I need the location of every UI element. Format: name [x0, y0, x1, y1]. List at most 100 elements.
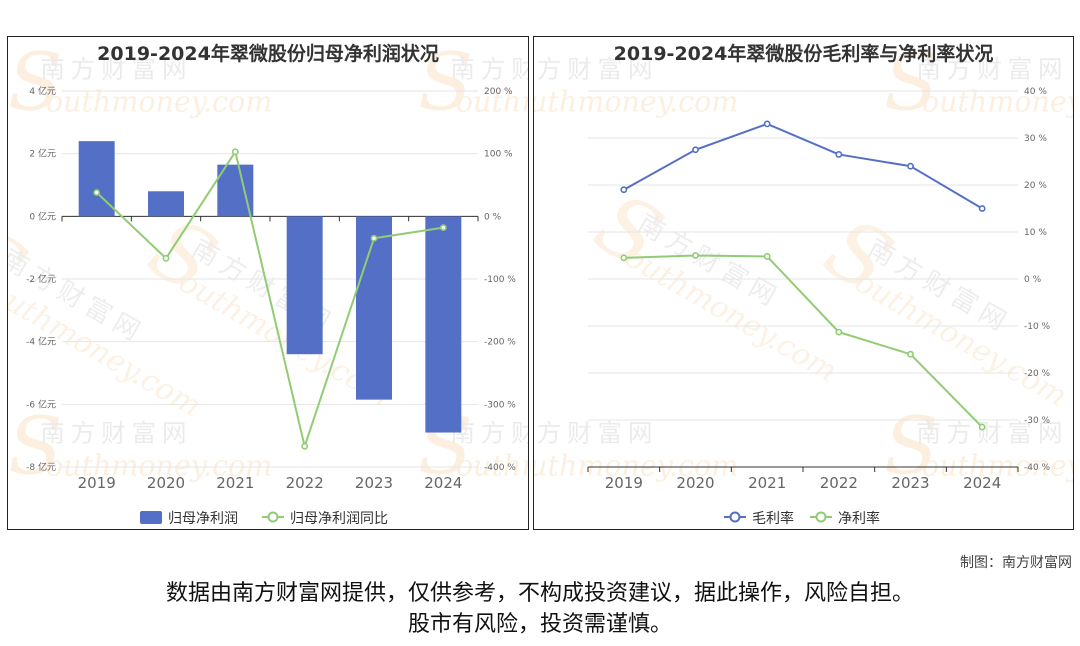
- y-right-tick-label: -10 %: [1024, 322, 1051, 332]
- watermark-s: S: [884, 400, 939, 493]
- y-right-tick-label: 10 %: [1024, 228, 1047, 238]
- disclaimer: 数据由南方财富网提供，仅供参考，不构成投资建议，据此操作，风险自担。 股市有风险…: [0, 578, 1080, 640]
- y-left-tick-label: -4 亿元: [26, 336, 56, 348]
- y-right-tick-label: -40 %: [1024, 463, 1051, 473]
- disclaimer-line-1: 数据由南方财富网提供，仅供参考，不构成投资建议，据此操作，风险自担。: [165, 581, 914, 606]
- watermark-s: S: [8, 37, 63, 129]
- net-margin-point: [763, 253, 771, 260]
- legend-bar-swatch: [140, 511, 162, 524]
- disclaimer-line-2: 股市有风险，投资需谨慎。: [407, 612, 672, 637]
- x-tick-label: 2021: [216, 474, 254, 492]
- watermark-cn: 南方财富网: [534, 54, 658, 83]
- gross-margin-line: [623, 122, 983, 210]
- bar: [217, 164, 254, 217]
- gross-margin-point: [620, 186, 628, 194]
- gross-margin-point: [692, 146, 699, 154]
- bar: [286, 216, 323, 355]
- y-right-tick-label: 30 %: [1024, 134, 1047, 144]
- yoy-point: [162, 254, 170, 262]
- net-profit-chart-panel: 2019-2024年翠微股份归母净利润状况 S 南方财富网 outhmoney.co…: [7, 36, 529, 530]
- watermark-en: outhmoney.com: [46, 450, 272, 483]
- yoy-point: [93, 189, 101, 196]
- legend-net-margin-label: 净利率: [838, 510, 880, 527]
- watermark-cn: 南方财富网: [534, 418, 658, 447]
- y-right-tick-label: 40 %: [1024, 87, 1047, 97]
- watermark-cn: 南方财富网: [40, 418, 192, 447]
- watermark-cn: 南方财富网: [916, 418, 1068, 447]
- x-tick-label: 2024: [963, 474, 1001, 492]
- net-margin-line: [623, 254, 983, 428]
- y-left-tick-label: -2 亿元: [26, 273, 56, 285]
- y-right-tick-label: -400 %: [484, 463, 516, 473]
- y-left-tick-label: -8 亿元: [26, 461, 56, 473]
- watermark-cn: 南方财富网: [450, 54, 528, 83]
- legend-line-label: 归母净利润同比: [290, 510, 388, 527]
- x-tick-label: 2021: [748, 474, 786, 492]
- watermark-s: S: [418, 37, 473, 129]
- y-left-tick-label: 0 亿元: [29, 210, 56, 222]
- x-tick-label: 2020: [147, 474, 185, 492]
- y-right-tick-label: 100 %: [484, 150, 513, 160]
- x-tick-label: 2022: [820, 474, 858, 492]
- margin-chart: S南方财富网outhmoney.comS南方财富网outhmoney.comS南…: [534, 37, 1073, 527]
- bar: [356, 216, 392, 400]
- net-profit-chart: S南方财富网outhmoney.comS南方财富网outhmoney.comS南…: [8, 37, 528, 527]
- yoy-point: [370, 234, 378, 242]
- yoy-line: [95, 149, 444, 450]
- watermark-cn: 南方财富网: [40, 54, 192, 83]
- net-margin-point: [835, 328, 843, 336]
- watermark-cn: 南方财富网: [916, 54, 1068, 83]
- watermark-s: S: [884, 37, 939, 129]
- y-right-tick-label: -300 %: [484, 400, 516, 410]
- legend-line-marker: [267, 511, 279, 523]
- watermark-en: outhmoney.com: [534, 86, 738, 119]
- gross-margin-point: [835, 151, 843, 158]
- legend-bar-label: 归母净利润: [168, 510, 238, 527]
- legend-gross-margin-marker: [729, 511, 741, 523]
- yoy-point: [231, 148, 239, 156]
- watermark-en: outhmoney.com: [456, 450, 528, 483]
- yoy-point: [301, 442, 309, 450]
- watermark-en: outhmoney.com: [922, 450, 1073, 483]
- x-tick-label: 2024: [424, 474, 462, 492]
- margin-chart-panel: 2019-2024年翠微股份毛利率与净利率状况 S南方财富网outhmoney.…: [533, 36, 1074, 530]
- net-margin-point: [692, 252, 699, 259]
- legend-gross-margin-label: 毛利率: [752, 510, 794, 527]
- bar: [425, 216, 462, 433]
- gross-margin-point: [907, 162, 914, 170]
- y-right-tick-label: -30 %: [1024, 416, 1051, 426]
- y-right-tick-label: 0 %: [1024, 275, 1042, 285]
- y-left-tick-label: -6 亿元: [26, 398, 56, 410]
- y-right-tick-label: -20 %: [1024, 369, 1051, 379]
- net-profit-chart-title: 2019-2024年翠微股份归母净利润状况: [97, 43, 439, 65]
- y-right-tick-label: -200 %: [484, 338, 516, 348]
- net-margin-point: [620, 254, 628, 262]
- watermark-cn: 南方财富网: [450, 418, 528, 447]
- y-left-tick-label: 2 亿元: [29, 148, 56, 160]
- x-tick-label: 2023: [355, 474, 393, 492]
- x-tick-label: 2022: [286, 474, 324, 492]
- y-right-tick-label: -100 %: [484, 275, 516, 285]
- y-right-tick-label: 200 %: [484, 87, 513, 97]
- watermark-s: S: [8, 400, 63, 493]
- gross-margin-point: [763, 120, 771, 128]
- watermark-en: outhmoney.com: [534, 450, 738, 483]
- x-tick-label: 2019: [605, 474, 643, 492]
- y-left-tick-label: 4 亿元: [29, 85, 56, 97]
- y-right-tick-label: 0 %: [484, 212, 502, 222]
- y-right-tick-label: 20 %: [1024, 181, 1047, 191]
- net-margin-point: [907, 350, 914, 358]
- yoy-point: [439, 224, 447, 232]
- net-margin-point: [978, 423, 986, 431]
- x-tick-label: 2023: [891, 474, 929, 492]
- legend-net-margin-marker: [815, 511, 827, 523]
- margin-chart-title: 2019-2024年翠微股份毛利率与净利率状况: [613, 43, 994, 65]
- x-tick-label: 2019: [78, 474, 116, 492]
- watermark-en: outhmoney.com: [922, 86, 1073, 119]
- chart-credit: 制图：南方财富网: [960, 555, 1072, 571]
